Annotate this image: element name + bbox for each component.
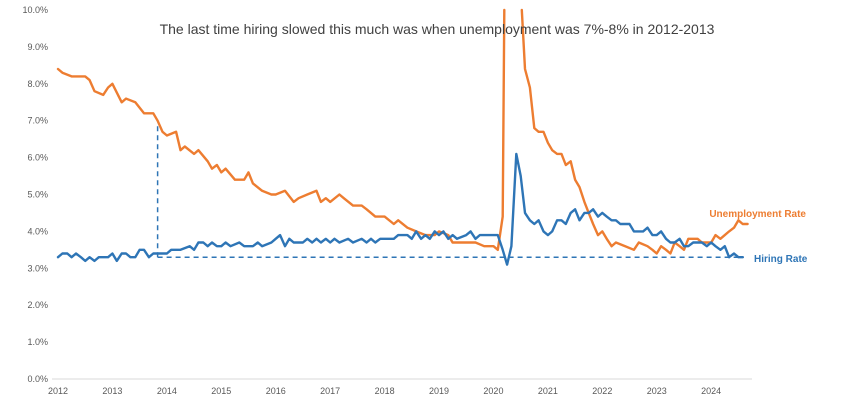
y-tick-label: 8.0% [27,79,48,89]
series-label-unemployment-rate: Unemployment Rate [709,209,806,220]
y-tick-label: 9.0% [27,42,48,52]
x-axis-ticks: 2012 2013 2014 2015 2016 2017 2018 2019 2020 2021… [48,386,721,396]
x-tick-label: 2015 [211,386,231,396]
y-tick-label: 2.0% [27,300,48,310]
x-tick-label: 2017 [320,386,340,396]
series-line-unemployment-rate-after-break [520,8,749,255]
x-tick-label: 2024 [701,386,721,396]
y-tick-label: 10.0% [22,5,48,15]
x-tick-label: 2018 [375,386,395,396]
x-tick-label: 2013 [102,386,122,396]
x-tick-label: 2019 [429,386,449,396]
x-tick-label: 2021 [538,386,558,396]
series-lines [56,8,749,266]
y-tick-label: 3.0% [27,263,48,273]
x-tick-label: 2014 [157,386,177,396]
y-tick-label: 4.0% [27,226,48,236]
series-label-hiring-rate: Hiring Rate [754,254,808,265]
x-tick-label: 2016 [266,386,286,396]
series-line-hiring-rate [56,152,744,266]
series-line-unemployment-rate [56,8,506,251]
x-tick-label: 2022 [592,386,612,396]
chart-title: The last time hiring slowed this much wa… [160,21,715,37]
reference-lines [156,124,744,258]
y-tick-label: 6.0% [27,153,48,163]
y-tick-label: 7.0% [27,116,48,126]
x-tick-label: 2023 [647,386,667,396]
x-tick-label: 2020 [483,386,503,396]
y-tick-label: 0.0% [27,374,48,384]
y-tick-label: 5.0% [27,190,48,200]
y-tick-label: 1.0% [27,337,48,347]
x-tick-label: 2012 [48,386,68,396]
y-axis-ticks: 0.0% 1.0% 2.0% 3.0% 4.0% 5.0% 6.0% 7.0% 8.0% 9.0%… [22,5,48,384]
